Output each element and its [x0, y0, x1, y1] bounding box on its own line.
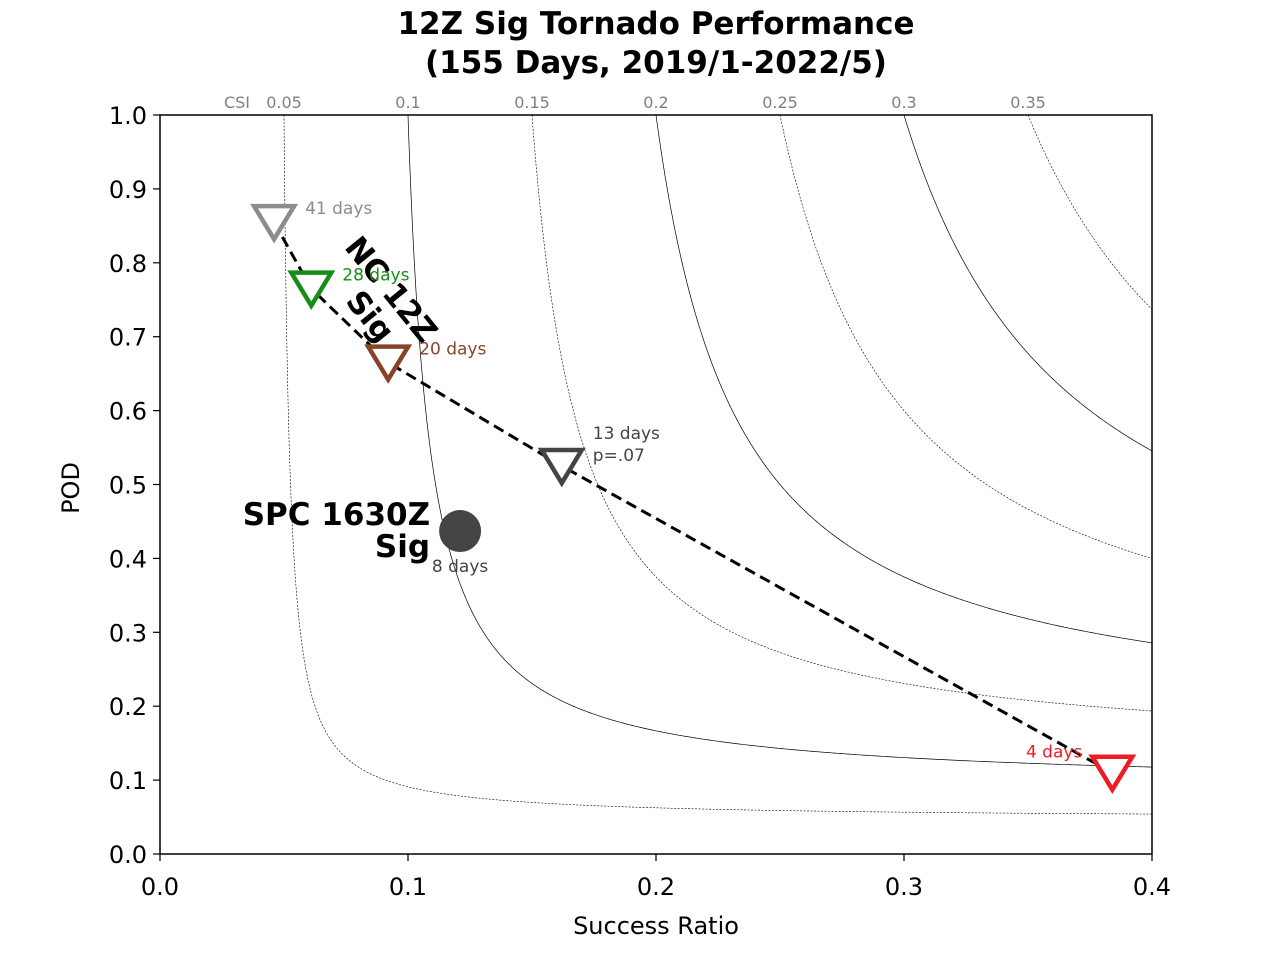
spc-series-label-line1: SPC 1630Z	[243, 497, 430, 533]
spc-marker-label: 8 days	[432, 557, 488, 577]
csi-curve-0.05	[283, 115, 1152, 815]
plot-frame	[159, 114, 1153, 855]
y-tick-label: 1.0	[109, 102, 147, 130]
nc-marker	[364, 344, 413, 384]
y-tick-label: 0.1	[109, 767, 147, 795]
nc-marker-label: 13 days	[593, 424, 660, 444]
y-tick-label: 0.9	[109, 176, 147, 204]
spc-series-label-line2: Sig	[375, 529, 430, 565]
csi-label: 0.3	[891, 93, 916, 112]
nc-marker-label: 20 days	[419, 340, 486, 360]
csi-label: 0.35	[1010, 93, 1046, 112]
nc-marker-label: 41 days	[305, 199, 372, 219]
nc-marker-label-extra: p=.07	[593, 446, 645, 466]
x-tick-label: 0.4	[1133, 873, 1171, 901]
spc-marker	[439, 510, 482, 553]
x-axis-ticks: 0.0 0.1 0.2 0.3 0.4	[141, 854, 1171, 901]
nc-marker-label: 4 days	[1026, 743, 1082, 763]
y-tick-label: 0.4	[109, 545, 147, 573]
chart-title-line1: 12Z Sig Tornado Performance	[397, 6, 914, 42]
y-tick-label: 0.8	[109, 250, 147, 278]
csi-label: 0.2	[643, 93, 668, 112]
csi-label: 0.25	[762, 93, 798, 112]
y-tick-label: 0.5	[109, 472, 147, 500]
x-tick-label: 0.3	[885, 873, 923, 901]
x-tick-label: 0.0	[141, 873, 179, 901]
y-tick-label: 0.6	[109, 398, 147, 426]
x-tick-label: 0.2	[637, 873, 675, 901]
nc-marker	[250, 203, 299, 244]
y-tick-label: 0.7	[109, 324, 147, 352]
csi-curve-0.15	[531, 115, 1152, 712]
csi-curve-0.25	[779, 115, 1152, 559]
csi-prefix-label: CSI	[224, 93, 250, 112]
y-tick-label: 0.3	[109, 619, 147, 647]
csi-label: 0.15	[514, 93, 550, 112]
csi-curve-0.1	[407, 115, 1152, 768]
csi-label: 0.1	[395, 93, 420, 112]
csi-label: 0.05	[266, 93, 302, 112]
nc-marker	[537, 447, 586, 488]
y-tick-label: 0.2	[109, 693, 147, 721]
csi-curves	[283, 115, 1152, 815]
csi-labels: 0.05 0.1 0.15 0.2 0.25 0.3 0.35 CSI	[224, 93, 1046, 112]
csi-curve-0.35	[1027, 115, 1152, 310]
nc-marker	[287, 270, 336, 311]
nc-series-line	[272, 221, 1114, 775]
y-tick-label: 0.0	[109, 841, 147, 869]
x-tick-label: 0.1	[389, 873, 427, 901]
x-axis-label: Success Ratio	[573, 912, 739, 940]
chart-title-line2: (155 Days, 2019/1-2022/5)	[425, 45, 887, 81]
csi-curve-0.3	[903, 115, 1152, 452]
nc-marker-label: 28 days	[342, 266, 409, 286]
nc-marker	[1088, 754, 1137, 795]
csi-curve-0.2	[655, 115, 1152, 644]
y-axis-label: POD	[57, 462, 85, 514]
y-axis-ticks: 0.0 0.1 0.2 0.3 0.4 0.5 0.6 0.7 0.8 0.9 1.0	[109, 102, 160, 869]
